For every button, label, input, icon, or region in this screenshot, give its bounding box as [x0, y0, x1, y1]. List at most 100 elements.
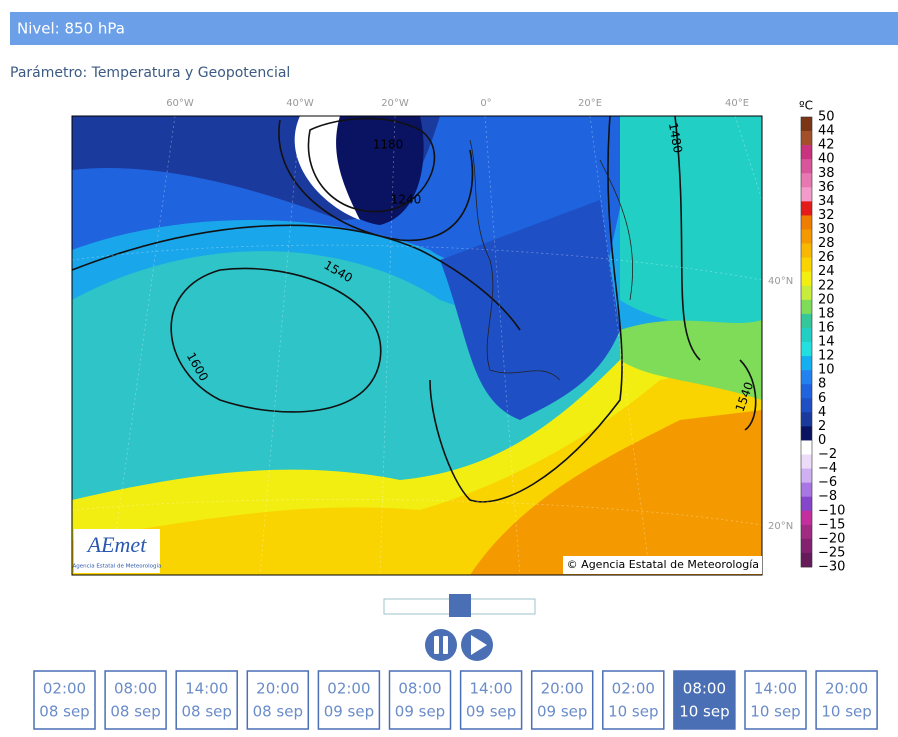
time-label[interactable]: 08:00 [114, 680, 157, 698]
time-button-box[interactable] [175, 670, 238, 730]
copyright-box [563, 556, 762, 574]
colorbar-label: −20 [818, 531, 845, 546]
time-button-box[interactable] [388, 670, 452, 730]
date-label[interactable]: 08 sep [181, 703, 231, 721]
timeline: 02:00 08 sep 08:00 08 sep 14:00 08 sep 20:00 08… [33, 670, 878, 730]
colorbar-label: 30 [818, 222, 835, 237]
colorbar-band [801, 215, 812, 230]
colorbar-band [801, 426, 812, 441]
time-label[interactable]: 08:00 [398, 680, 441, 698]
play-button[interactable] [461, 629, 493, 661]
date-label[interactable]: 10 sep [750, 703, 800, 721]
lon-label: 0° [480, 98, 491, 109]
lon-label: 20°E [578, 98, 602, 109]
time-button[interactable]: 14:00 08 sep [175, 670, 238, 730]
colorbar-band [801, 201, 812, 216]
time-button-box[interactable] [246, 670, 310, 730]
time-button-box[interactable] [459, 670, 523, 730]
colorbar-label: 16 [818, 320, 835, 335]
time-button[interactable]: 08:00 10 sep [673, 670, 736, 730]
colorbar-label: 20 [818, 292, 835, 307]
contour-label: 1240 [391, 193, 422, 207]
time-button[interactable]: 02:00 08 sep [33, 670, 96, 730]
colorbar-band [801, 454, 812, 469]
time-label[interactable]: 20:00 [825, 680, 868, 698]
time-button[interactable]: 20:00 09 sep [530, 670, 594, 730]
time-button[interactable]: 02:00 10 sep [602, 670, 665, 730]
colorbar-band [801, 159, 812, 174]
colorbar-label: 34 [818, 194, 835, 209]
time-label[interactable]: 02:00 [612, 680, 655, 698]
colorbar-label: 28 [818, 236, 835, 251]
colorbar-band [801, 173, 812, 188]
time-button[interactable]: 08:00 08 sep [104, 670, 167, 730]
pause-button[interactable] [425, 629, 457, 661]
time-button-box[interactable] [104, 670, 167, 730]
date-label[interactable]: 09 sep [395, 703, 445, 721]
time-label[interactable]: 14:00 [469, 680, 512, 698]
time-button-box[interactable] [815, 670, 878, 730]
colorbar-band [801, 131, 812, 146]
logo-subtitle: Agencia Estatal de Meteorología [73, 563, 162, 570]
time-label[interactable]: 20:00 [541, 680, 584, 698]
time-label[interactable]: 02:00 [327, 680, 370, 698]
time-button[interactable]: 08:00 09 sep [388, 670, 452, 730]
colorbar-label: 12 [818, 349, 835, 364]
axis-labels: 60°W 40°W 20°W 0° 20°E 40°E 40°N 20°N [166, 98, 793, 532]
date-label[interactable]: 09 sep [324, 703, 374, 721]
colorbar-label: −2 [818, 447, 837, 462]
date-label[interactable]: 08 sep [39, 703, 89, 721]
date-label[interactable]: 08 sep [110, 703, 160, 721]
time-button-box[interactable] [744, 670, 807, 730]
time-button-box[interactable] [317, 670, 381, 730]
time-label[interactable]: 14:00 [185, 680, 228, 698]
time-button[interactable]: 20:00 08 sep [246, 670, 310, 730]
colorbar-label: 4 [818, 405, 826, 420]
lon-label: 20°W [381, 98, 409, 109]
time-button[interactable]: 14:00 10 sep [744, 670, 807, 730]
map-frame [71, 115, 763, 576]
time-label[interactable]: 02:00 [43, 680, 86, 698]
time-button[interactable]: 14:00 09 sep [459, 670, 523, 730]
time-button-box[interactable] [602, 670, 665, 730]
date-label[interactable]: 10 sep [608, 703, 658, 721]
colorbar-label: 44 [818, 124, 835, 139]
time-label[interactable]: 14:00 [754, 680, 797, 698]
time-button[interactable]: 02:00 09 sep [317, 670, 381, 730]
time-label[interactable]: 20:00 [256, 680, 299, 698]
date-label[interactable]: 08 sep [253, 703, 303, 721]
colorbar-label: −4 [818, 461, 837, 476]
logo: AEmet [86, 532, 148, 557]
slider-handle[interactable] [449, 594, 471, 617]
colorbar-label: 18 [818, 306, 835, 321]
time-button[interactable]: 20:00 10 sep [815, 670, 878, 730]
colorbar-band [801, 552, 812, 568]
colorbar-band [801, 187, 812, 202]
colorbar-label: −8 [818, 489, 837, 504]
colorbar-label: −6 [818, 475, 837, 490]
colorbar-label: −15 [818, 517, 845, 532]
time-button-box[interactable] [33, 670, 96, 730]
date-label[interactable]: 10 sep [679, 703, 729, 721]
logo-box [74, 529, 160, 573]
time-button-box[interactable] [530, 670, 594, 730]
colorbar-band [801, 356, 812, 371]
colorbar-band [801, 285, 812, 301]
colorbar-label: 2 [818, 419, 826, 434]
colorbar-unit: ºC [799, 99, 813, 113]
copyright: © Agencia Estatal de Meteorología [567, 558, 759, 571]
date-label[interactable]: 10 sep [821, 703, 871, 721]
time-button-box[interactable] [673, 670, 736, 730]
colorbar-band [801, 398, 812, 413]
time-label[interactable]: 08:00 [683, 680, 726, 698]
colorbar-label: 38 [818, 166, 835, 181]
colorbar-label: 40 [818, 152, 835, 167]
colorbar-label: 50 [818, 110, 835, 125]
colorbar-label: 26 [818, 250, 835, 265]
date-label[interactable]: 09 sep [537, 703, 587, 721]
colorbar-band [801, 327, 812, 343]
date-label[interactable]: 09 sep [466, 703, 516, 721]
colorbar-band [801, 370, 812, 385]
